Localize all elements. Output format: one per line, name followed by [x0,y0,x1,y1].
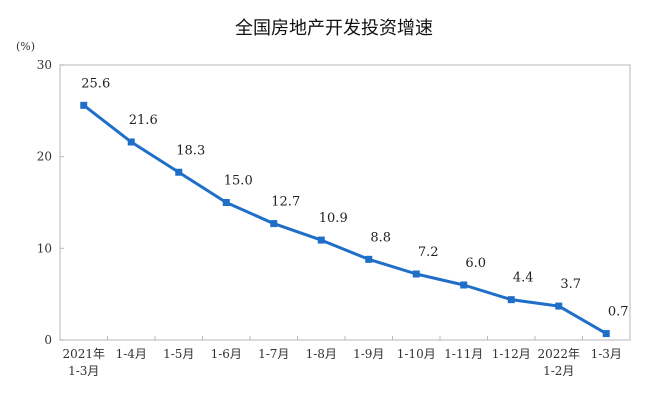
x-category-label: 1-12月 [492,347,531,361]
data-point-marker [507,296,515,304]
x-category-label: 1-3月 [591,347,622,361]
chart-title: 全国房地产开发投资增速 [235,18,433,39]
y-axis-unit: (%) [16,40,36,53]
data-point-marker [270,220,278,228]
y-tick-label: 20 [37,150,52,164]
x-category-label: 1-8月 [306,347,337,361]
x-category-label: 1-4月 [116,347,147,361]
x-category-label: 1-11月 [444,347,483,361]
data-value-label: 10.9 [319,211,348,226]
data-point-marker [365,255,373,263]
data-point-marker [127,138,135,146]
x-category-label: 2021年 [62,347,105,361]
data-value-label: 25.6 [81,76,110,91]
data-value-label: 15.0 [224,174,253,189]
data-value-label: 0.7 [608,305,629,320]
data-point-marker [80,101,88,109]
y-tick-label: 10 [37,241,52,255]
data-point-marker [222,199,230,206]
y-tick-label: 30 [37,58,52,72]
data-value-label: 7.2 [418,245,439,260]
data-point-marker [555,302,563,310]
data-value-label: 8.8 [370,230,391,245]
x-category-label: 1-5月 [163,347,194,361]
data-value-label: 6.0 [465,256,486,271]
x-category-label: 1-2月 [543,364,574,378]
x-category-label: 1-10月 [397,347,436,361]
plot-frame [59,64,631,341]
series-line [82,104,608,335]
x-category-label: 1-7月 [258,347,289,361]
data-point-marker [175,168,183,176]
x-category-label: 2022年 [537,347,580,361]
y-tick-label: 0 [44,333,52,347]
data-point-marker [602,330,610,338]
data-point-marker [460,281,468,289]
data-value-label: 3.7 [560,277,581,292]
data-point-marker [412,270,420,278]
data-value-label: 21.6 [129,113,158,128]
x-category-label: 1-3月 [68,364,99,378]
data-point-marker [317,236,325,244]
x-category-label: 1-9月 [353,347,384,361]
x-category-label: 1-6月 [211,347,242,361]
data-value-label: 18.3 [176,143,205,158]
data-value-label: 12.7 [271,195,300,210]
data-value-label: 4.4 [513,271,534,286]
